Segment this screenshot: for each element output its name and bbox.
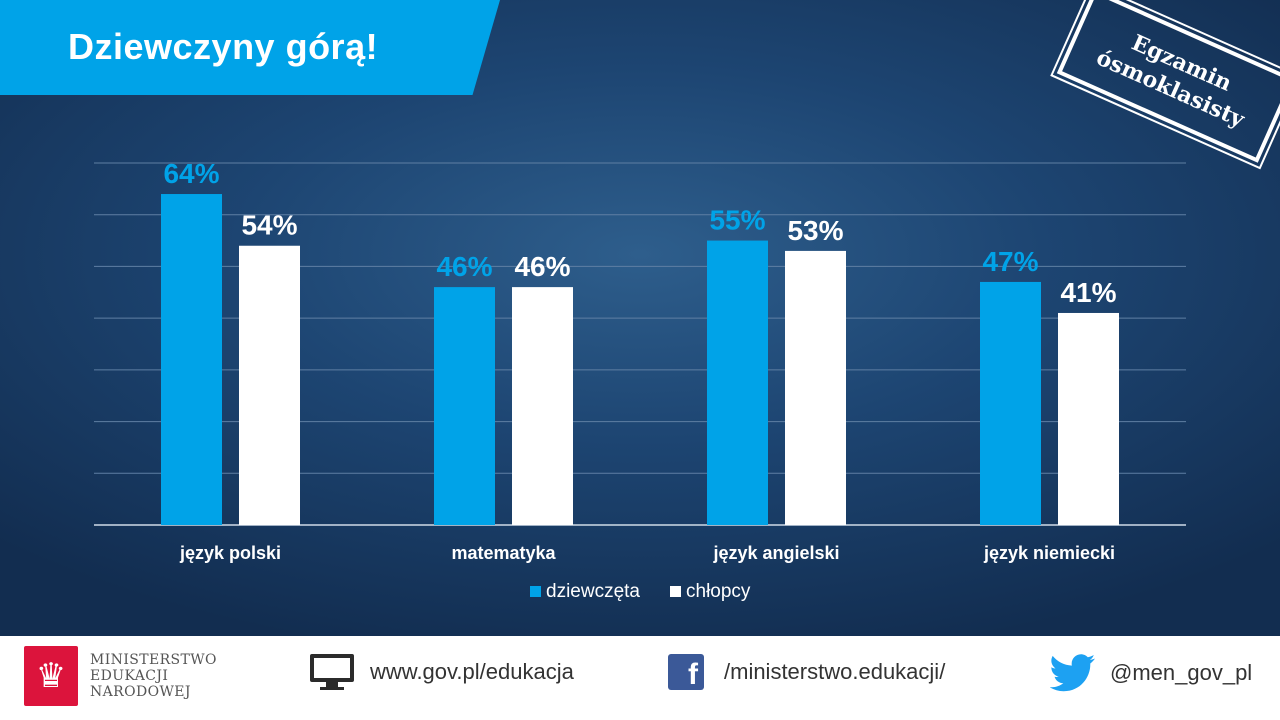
data-label: 41% xyxy=(1060,277,1116,308)
category-label: język niemiecki xyxy=(983,543,1115,563)
data-label: 64% xyxy=(163,158,219,189)
legend-swatch xyxy=(670,586,681,597)
page-title: Dziewczyny górą! xyxy=(68,26,379,67)
category-label: matematyka xyxy=(451,543,556,563)
ministry-name-line: MINISTERSTWO xyxy=(90,652,217,668)
eagle-emblem-icon: ♛ xyxy=(24,646,78,706)
data-label: 55% xyxy=(709,205,765,236)
website-link[interactable]: www.gov.pl/edukacja xyxy=(310,654,574,690)
bar-boys xyxy=(1058,312,1119,525)
facebook-link[interactable]: f /ministerstwo.edukacji/ xyxy=(668,654,945,690)
bar-chart: 64% 54% język polski 46% 46% matematyka 55% 53%… xyxy=(94,158,1186,602)
twitter-icon xyxy=(1050,654,1096,692)
twitter-link[interactable]: @men_gov_pl xyxy=(1050,654,1252,692)
bar-girls xyxy=(434,287,495,525)
bar-girls xyxy=(980,281,1041,525)
monitor-icon xyxy=(310,654,354,690)
bar-girls xyxy=(707,240,768,526)
slide-background: Dziewczyny górą! Egzamin ósmoklasisty 64… xyxy=(0,0,1280,636)
data-label: 54% xyxy=(241,210,297,241)
data-label: 47% xyxy=(982,246,1038,277)
bar-girls xyxy=(161,194,222,525)
bar-boys xyxy=(785,250,846,525)
category-label: język angielski xyxy=(712,543,839,563)
facebook-text: /ministerstwo.edukacji/ xyxy=(724,659,946,684)
bar-boys xyxy=(512,287,573,525)
website-text: www.gov.pl/edukacja xyxy=(370,659,574,684)
category-label: język polski xyxy=(179,543,281,563)
bar-boys xyxy=(239,245,300,525)
ministry-name: MINISTERSTWO EDUKACJI NARODOWEJ xyxy=(90,652,217,700)
title-banner: Dziewczyny górą! xyxy=(0,0,500,95)
footer: ♛ MINISTERSTWO EDUKACJI NARODOWEJ www.go… xyxy=(0,636,1280,720)
legend-label: chłopcy xyxy=(686,581,751,602)
facebook-icon: f xyxy=(668,654,704,690)
twitter-text: @men_gov_pl xyxy=(1110,660,1253,685)
legend-swatch xyxy=(530,586,541,597)
ministry-logo: ♛ MINISTERSTWO EDUKACJI NARODOWEJ xyxy=(24,646,217,706)
legend-label: dziewczęta xyxy=(546,581,640,602)
ministry-name-line: NARODOWEJ xyxy=(90,684,191,700)
data-label: 46% xyxy=(514,251,570,282)
data-label: 46% xyxy=(436,251,492,282)
data-label: 53% xyxy=(787,215,843,246)
ministry-name-line: EDUKACJI xyxy=(90,668,169,684)
